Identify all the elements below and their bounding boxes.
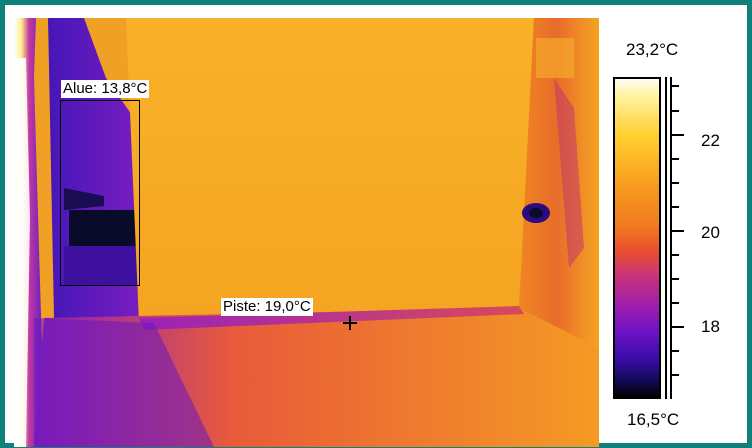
colorbar-tick <box>672 326 684 328</box>
spot-crosshair-icon[interactable] <box>343 316 357 330</box>
area-measurement-box[interactable] <box>60 100 140 286</box>
colorbar-tick <box>672 278 679 280</box>
colorbar-tick <box>672 350 679 352</box>
thermal-image-canvas <box>14 18 599 447</box>
colorbar-tick-label: 20 <box>701 223 720 242</box>
area-measurement-label: Alue: 13,8°C <box>61 80 150 98</box>
colorbar-tick <box>672 206 679 208</box>
colorbar-tick <box>672 134 684 136</box>
colorbar-tick <box>672 230 684 232</box>
colorbar-tick <box>672 110 679 112</box>
colorbar-tick <box>672 374 679 376</box>
spot-measurement-label: Piste: 19,0°C <box>221 298 313 316</box>
colorbar-tick <box>672 182 679 184</box>
thermal-image: Alue: 13,8°C Piste: 19,0°C <box>14 18 599 447</box>
scale-max-label: 23,2°C <box>626 40 679 59</box>
colorbar-tick <box>672 158 679 160</box>
colorbar-tick <box>672 85 679 87</box>
colorbar-tick <box>672 254 679 256</box>
colorbar-tick-label: 18 <box>701 317 720 336</box>
temperature-colorbar <box>613 77 661 399</box>
colorbar-tick <box>672 302 679 304</box>
colorbar-axis <box>665 77 679 399</box>
colorbar-tick-label: 22 <box>701 131 720 150</box>
scale-min-label: 16,5°C <box>627 410 680 429</box>
